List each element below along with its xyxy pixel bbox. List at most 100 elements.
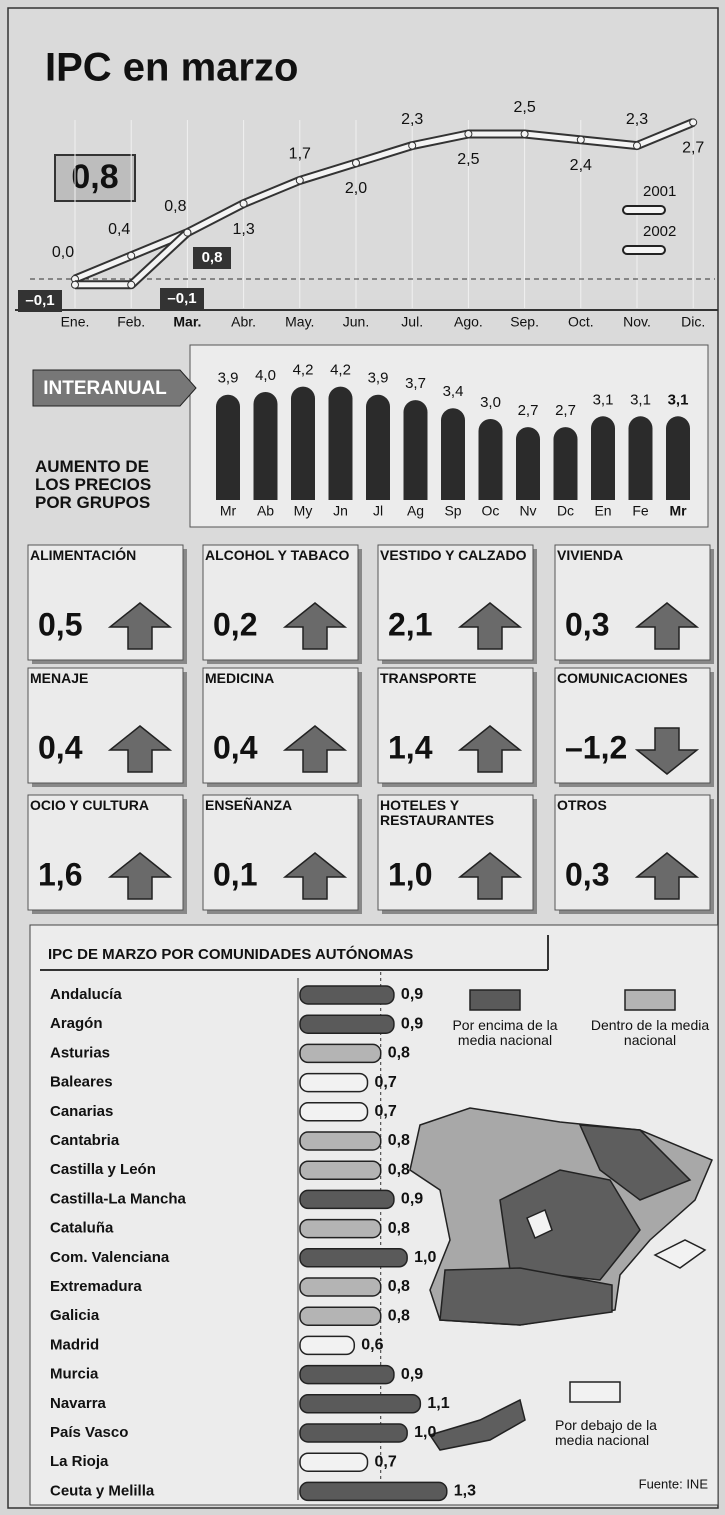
value-label: 0,9 (401, 1015, 423, 1032)
legend-swatch (622, 245, 666, 255)
value-label: 3,4 (443, 383, 464, 400)
value-label: 3,1 (630, 391, 651, 408)
category-label: Canarias (50, 1103, 113, 1120)
legend-label: Dentro de la media nacional (590, 1017, 710, 1048)
x-tick-label: Nov. (623, 314, 651, 330)
hbar-title: IPC DE MARZO POR COMUNIDADES AUTÓNOMAS (48, 945, 413, 963)
x-tick-label: Mr (669, 503, 687, 519)
value-label: 0,8 (388, 1045, 410, 1062)
legend-label: 2001 (643, 183, 676, 200)
arrow (107, 602, 173, 650)
category-label: La Rioja (50, 1453, 109, 1470)
value-label: 3,9 (218, 370, 239, 387)
value-label: –1,2 (565, 729, 627, 765)
tile-label: OTROS (557, 797, 607, 813)
tiles-title: AUMENTO DE LOS PRECIOS POR GRUPOS (35, 457, 152, 512)
x-tick-label: En (594, 503, 611, 519)
value-label: 0,9 (401, 1191, 423, 1208)
x-tick-label: Mar. (173, 314, 201, 330)
point (239, 199, 248, 208)
arrow (107, 852, 173, 900)
value-label: 3,0 (480, 394, 501, 411)
bar (299, 1218, 382, 1239)
tile (377, 544, 534, 661)
x-tick-label: Ene. (61, 314, 90, 330)
value-label: 1,3 (232, 221, 254, 238)
x-tick-label: Oc (482, 503, 500, 519)
x-tick-label: My (294, 503, 313, 519)
bar (299, 1014, 395, 1034)
tile-label: VIVIENDA (557, 547, 624, 563)
highlight: 0,8 (71, 158, 118, 196)
x-tick-label: Jun. (343, 314, 369, 330)
value-label: 0,2 (213, 606, 257, 642)
bar (299, 1306, 382, 1326)
value-label: 0,4 (38, 729, 83, 765)
category-label: Asturias (50, 1044, 110, 1061)
category-label: Galicia (50, 1307, 100, 1324)
point (408, 141, 417, 150)
value-label: –0,1 (25, 292, 54, 309)
bar (299, 1160, 382, 1180)
point (520, 130, 529, 138)
legend-swatch (624, 989, 676, 1011)
tile (554, 667, 711, 784)
tile (554, 794, 711, 911)
point (295, 176, 304, 185)
highlight-box (54, 154, 136, 202)
category-label: Aragón (50, 1015, 103, 1032)
value-label: 0,8 (388, 1220, 410, 1237)
x-tick-label: Ag (407, 503, 424, 519)
arrow (457, 725, 523, 773)
value-label: 0,6 (361, 1337, 383, 1354)
bar (299, 1335, 356, 1356)
bar (253, 392, 278, 500)
x-tick-label: Mr (220, 503, 237, 519)
value-label: 2,7 (682, 140, 704, 157)
arrow (457, 852, 523, 900)
map-island (653, 1239, 707, 1269)
bar (216, 394, 240, 500)
bar (299, 1423, 408, 1443)
value-label: –0,1 (167, 290, 196, 307)
category-label: Extremadura (50, 1278, 142, 1295)
value-label: 0,8 (388, 1307, 410, 1324)
x-tick-label: Sp (444, 503, 461, 519)
map-island (428, 1398, 526, 1451)
bar (299, 1072, 369, 1093)
value-label: 4,0 (255, 367, 276, 384)
point (689, 118, 698, 127)
value-label-box (160, 288, 204, 310)
value-label: 1,0 (388, 856, 432, 892)
x-tick-label: Oct. (568, 314, 594, 330)
x-tick-label: Ago. (454, 314, 483, 330)
category-label: País Vasco (50, 1424, 128, 1441)
bar (299, 1481, 448, 1502)
value-label: 2,4 (570, 157, 592, 174)
x-tick-label: Ab (257, 503, 274, 519)
tile (554, 544, 711, 661)
point (127, 251, 136, 260)
bar (299, 1277, 382, 1297)
value-label: 3,9 (368, 370, 389, 387)
point (71, 280, 79, 289)
x-tick-label: Jn (333, 503, 348, 519)
value-label: 2,0 (345, 180, 367, 197)
value-label: 3,1 (593, 391, 614, 408)
category-label: Castilla y León (50, 1161, 156, 1178)
bar (591, 416, 615, 500)
tile (202, 544, 359, 661)
category-label: Murcia (50, 1366, 99, 1383)
legend-swatch (569, 1381, 621, 1403)
category-label: Baleares (50, 1074, 113, 1091)
legend-swatch (622, 205, 666, 215)
tile-label: MEDICINA (205, 670, 275, 686)
value-label: 0,8 (202, 249, 223, 266)
bar-label: INTERANUAL (43, 378, 167, 399)
arrow (634, 602, 700, 650)
value-label: 0,4 (108, 221, 130, 238)
value-label: 1,1 (427, 1395, 449, 1412)
bar (299, 1452, 369, 1472)
bar (403, 400, 428, 500)
